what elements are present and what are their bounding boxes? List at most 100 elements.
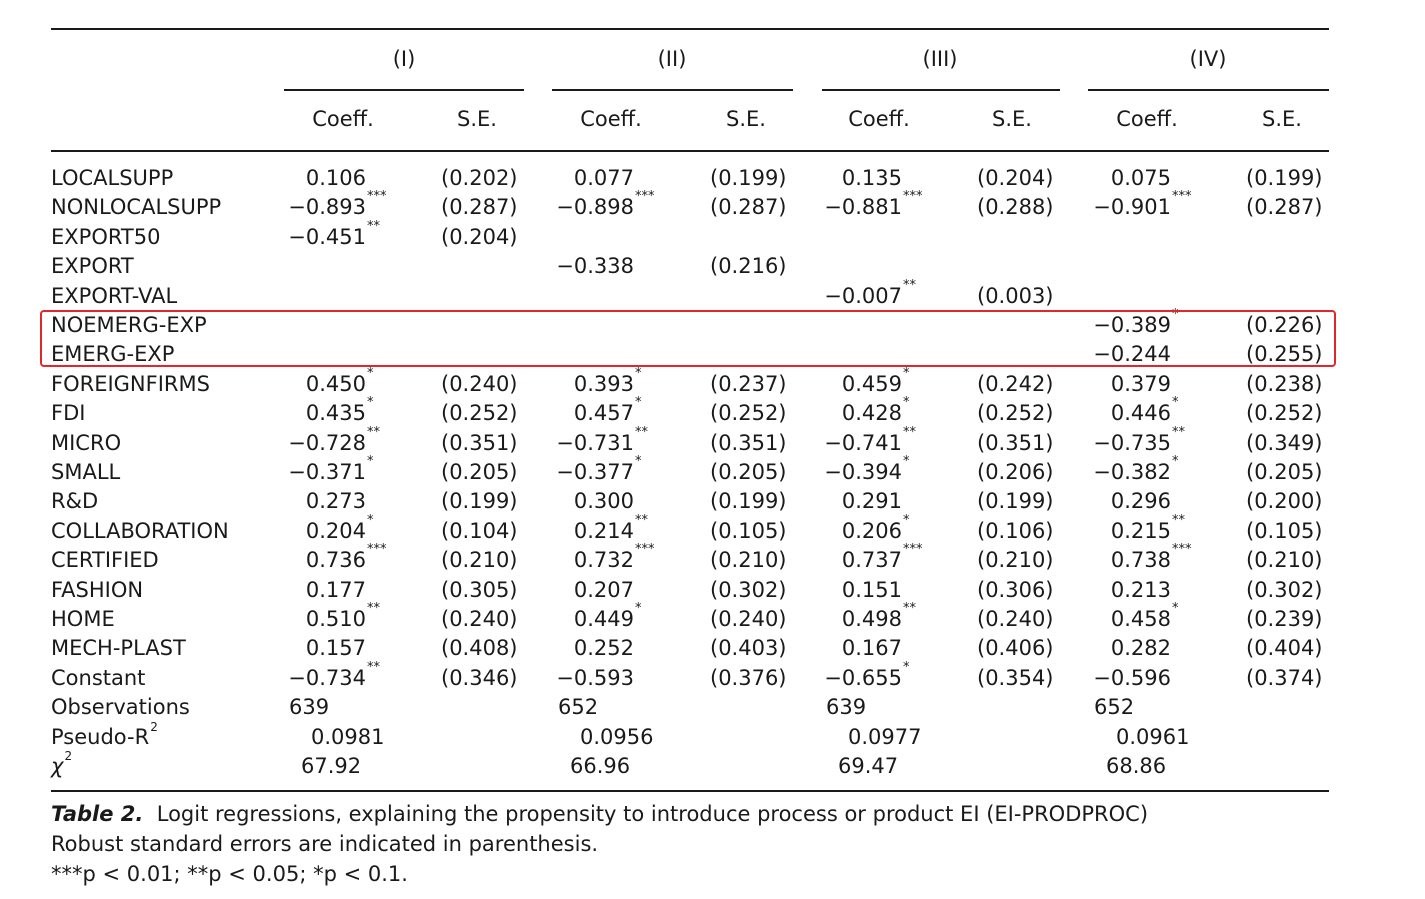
row-label: COLLABORATION xyxy=(51,518,229,543)
coeff-value: 0.214 ** xyxy=(524,514,648,542)
coeff-value: −0.244 xyxy=(1061,344,1171,365)
significance-stars: ** xyxy=(903,601,916,616)
se-value: (0.287) xyxy=(441,195,518,220)
coeff-value: 0.428 * xyxy=(792,396,910,424)
coeff-number: 0.207 xyxy=(573,577,634,602)
coeff-header: Coeff. xyxy=(1116,107,1178,131)
table-number: Table 2. xyxy=(51,802,144,826)
stat-value: 0.0956 xyxy=(580,724,654,749)
se-value: (0.206) xyxy=(977,460,1054,484)
se-value: (0.226) xyxy=(1246,313,1323,337)
se-value: (0.351) xyxy=(441,430,518,455)
coeff-value: −0.893 *** xyxy=(256,190,386,220)
stat-value: 652 xyxy=(558,695,599,720)
coeff-number: −0.735 xyxy=(1093,430,1171,455)
se-value: (0.376) xyxy=(710,665,787,690)
stat-label-text: χ xyxy=(51,754,64,778)
row-label: EXPORT50 xyxy=(51,224,161,249)
se-header: S.E. xyxy=(992,107,1032,131)
coeff-number: 0.296 xyxy=(1110,489,1171,514)
significance-stars: * xyxy=(635,601,642,616)
row-label: NOEMERG-EXP xyxy=(51,313,207,337)
coeff-value: 0.449 * xyxy=(524,602,642,631)
se-value: (0.242) xyxy=(977,371,1054,396)
model-rule-2 xyxy=(552,89,793,91)
row-label: FDI xyxy=(51,401,86,426)
coeff-value: −0.735 ** xyxy=(1061,426,1185,455)
coeff-number: 0.167 xyxy=(841,636,902,661)
coeff-header: Coeff. xyxy=(848,107,910,131)
se-value: (0.406) xyxy=(977,636,1054,661)
significance-stars: * xyxy=(1172,601,1179,616)
significance-stars: *** xyxy=(903,542,923,558)
coeff-value: −0.389 * xyxy=(1061,308,1178,336)
se-value: (0.105) xyxy=(710,518,787,543)
coeff-number: 0.736 xyxy=(305,548,366,573)
coeff-value: 0.736 *** xyxy=(256,543,387,573)
se-value: (0.104) xyxy=(441,518,518,543)
se-value: (0.351) xyxy=(710,430,787,455)
se-value: (0.374) xyxy=(1246,665,1323,690)
coeff-value: 0.732 *** xyxy=(524,543,655,571)
significance-stars: * xyxy=(903,659,910,675)
stat-value: 68.86 xyxy=(1106,754,1167,778)
significance-stars: * xyxy=(635,395,642,411)
se-value: (0.237) xyxy=(710,371,787,396)
coeff-value: −0.898 *** xyxy=(524,190,654,218)
significance-stars: ** xyxy=(1172,424,1185,440)
coeff-number: −0.901 xyxy=(1093,195,1171,220)
se-value: (0.302) xyxy=(710,577,787,602)
se-value: (0.404) xyxy=(1246,636,1323,661)
significance-stars: * xyxy=(1172,395,1179,411)
row-label: FASHION xyxy=(51,577,144,602)
coeff-value: 0.213 xyxy=(1061,579,1171,601)
significance-stars: * xyxy=(903,454,910,469)
significance-stars: ** xyxy=(367,601,380,616)
se-header: S.E. xyxy=(1262,107,1302,131)
row-label: Constant xyxy=(51,665,146,690)
se-value: (0.210) xyxy=(441,548,518,573)
coeff-value: −0.338 xyxy=(524,256,634,277)
coeff-number: 0.106 xyxy=(305,166,366,190)
significance-stars: ** xyxy=(903,424,916,440)
caption-line-2: Robust standard errors are indicated in … xyxy=(51,832,599,856)
se-value: (0.239) xyxy=(1246,607,1323,631)
se-value: (0.349) xyxy=(1246,430,1323,455)
significance-stars: * xyxy=(1172,307,1179,322)
significance-stars: *** xyxy=(635,542,655,558)
coeff-value: −0.901 *** xyxy=(1061,190,1191,220)
model-header: (IV) xyxy=(1189,47,1227,71)
coeff-number: 0.075 xyxy=(1110,166,1171,190)
significance-stars: ** xyxy=(635,512,648,528)
row-label: CERTIFIED xyxy=(51,548,159,573)
coeff-number: −0.893 xyxy=(288,195,366,220)
coeff-number: 0.458 xyxy=(1110,607,1171,631)
coeff-value: 0.151 xyxy=(792,577,902,602)
row-label: R&D xyxy=(51,489,99,514)
se-value: (0.199) xyxy=(710,166,787,190)
model-header: (II) xyxy=(657,47,687,71)
se-value: (0.252) xyxy=(441,401,518,426)
stat-value: 639 xyxy=(289,695,330,720)
coeff-value: −0.734 ** xyxy=(256,661,380,689)
header-rule xyxy=(51,150,1329,152)
se-value: (0.288) xyxy=(977,195,1054,220)
coeff-number: −0.377 xyxy=(556,460,634,484)
coeff-number: 0.498 xyxy=(841,607,902,631)
coeff-number: 0.151 xyxy=(841,577,902,602)
significance-stars: *** xyxy=(903,189,923,205)
se-value: (0.287) xyxy=(1246,195,1323,220)
coeff-number: −0.382 xyxy=(1093,460,1171,484)
coeff-value: −0.451 ** xyxy=(256,220,380,248)
stat-label: χ2 xyxy=(51,750,72,778)
coeff-number: 0.215 xyxy=(1110,518,1171,543)
stat-label-sup: 2 xyxy=(64,749,73,763)
coeff-number: 0.282 xyxy=(1110,636,1171,661)
row-label: EXPORT xyxy=(51,254,134,279)
coeff-number: 0.449 xyxy=(573,607,634,631)
coeff-value: 0.177 xyxy=(256,579,366,601)
model-rule-3 xyxy=(822,89,1060,91)
se-value: (0.287) xyxy=(710,195,787,220)
coeff-header: Coeff. xyxy=(312,107,374,131)
coeff-value: 0.204 * xyxy=(256,514,374,542)
